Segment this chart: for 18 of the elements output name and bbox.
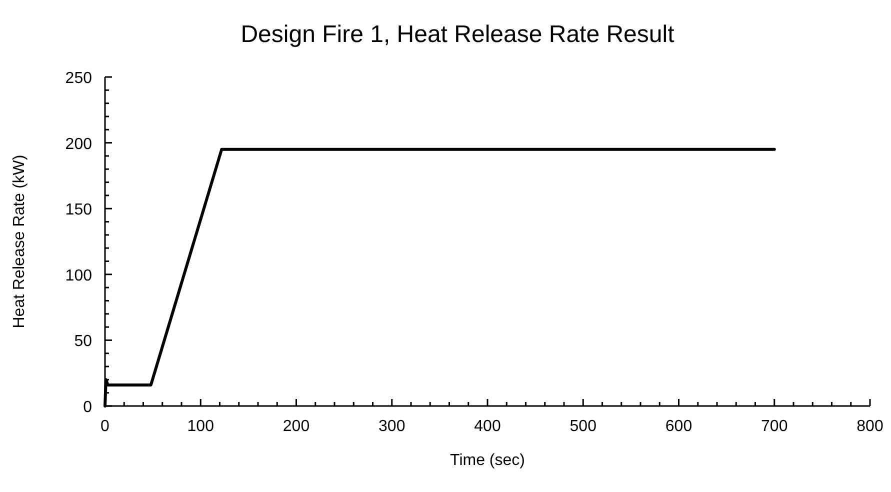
y-tick-label: 100 [65, 267, 92, 284]
x-tick-label: 300 [378, 418, 406, 435]
y-tick-label: 250 [65, 70, 92, 87]
y-tick-label: 200 [65, 136, 92, 153]
x-tick-label: 200 [282, 418, 310, 435]
y-tick-label: 50 [74, 333, 92, 350]
y-axis-title: Heat Release Rate (kW) [11, 154, 28, 328]
y-tick-label: 150 [65, 202, 92, 219]
chart-title: Design Fire 1, Heat Release Rate Result [240, 21, 675, 48]
x-tick-label: 0 [100, 418, 110, 435]
x-tick-label: 400 [474, 418, 501, 435]
x-tick-label: 100 [187, 418, 214, 435]
x-tick-label: 500 [570, 418, 597, 435]
x-axis-title: Time (sec) [450, 452, 525, 469]
x-tick-label: 800 [856, 418, 884, 435]
x-tick-label: 700 [761, 418, 788, 435]
y-tick-label: 0 [83, 399, 92, 416]
x-tick-label: 600 [665, 418, 692, 435]
